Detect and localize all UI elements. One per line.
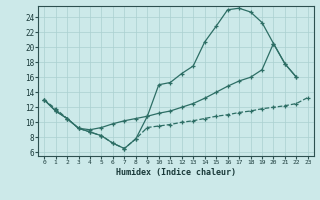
X-axis label: Humidex (Indice chaleur): Humidex (Indice chaleur) <box>116 168 236 177</box>
